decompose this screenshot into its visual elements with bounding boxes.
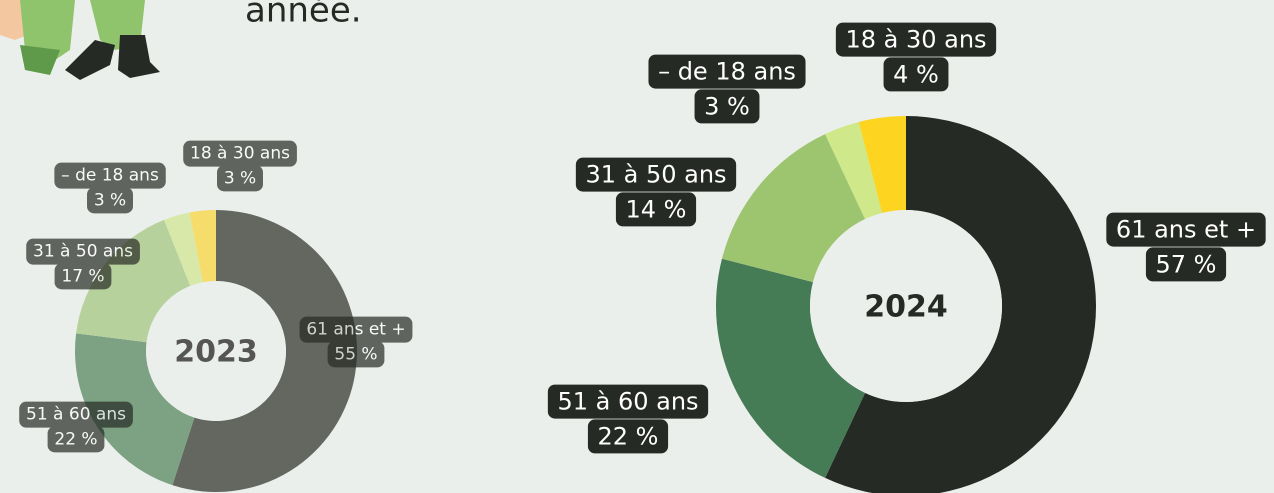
label-category: 51 à 60 ans	[26, 405, 126, 425]
data-label: – de 18 ans 3 %	[648, 54, 806, 124]
label-value: 17 %	[61, 266, 104, 286]
label-box	[648, 54, 806, 89]
donut-segment	[825, 116, 1096, 493]
label-value: 3 %	[94, 190, 126, 210]
label-value: 55 %	[334, 344, 377, 364]
label-value: 57 %	[1156, 250, 1217, 278]
data-label: 18 à 30 ans 3 %	[183, 140, 297, 192]
header-text: année.	[245, 0, 362, 31]
label-box	[694, 89, 760, 124]
label-category: – de 18 ans	[61, 166, 159, 186]
data-label: 51 à 60 ans 22 %	[19, 401, 133, 453]
label-box	[54, 263, 112, 290]
data-label: 31 à 50 ans 14 %	[575, 157, 737, 227]
donut-segment	[825, 121, 883, 220]
data-label: 18 à 30 ans 4 %	[835, 22, 997, 92]
data-label: 61 ans et + 55 %	[299, 316, 413, 368]
label-box	[87, 187, 133, 214]
label-box	[217, 165, 263, 192]
donut-segment	[721, 134, 866, 283]
label-category: 51 à 60 ans	[557, 388, 698, 416]
label-box	[547, 384, 709, 419]
donut-segment	[75, 333, 195, 486]
label-box	[47, 426, 105, 453]
label-box	[615, 192, 697, 227]
label-category: 31 à 50 ans	[585, 161, 726, 189]
label-box	[575, 157, 737, 192]
data-label: – de 18 ans 3 %	[54, 162, 166, 214]
label-box	[327, 341, 385, 368]
label-category: 61 ans et +	[306, 320, 405, 340]
label-box	[54, 162, 166, 189]
donut-hole	[810, 210, 1002, 402]
label-category: 18 à 30 ans	[845, 26, 986, 54]
label-value: 22 %	[598, 422, 659, 450]
donut-segment	[164, 212, 203, 286]
donut-segment	[858, 116, 906, 214]
label-box	[835, 22, 997, 57]
label-value: 3 %	[704, 92, 750, 120]
data-label: 31 à 50 ans 17 %	[26, 238, 140, 290]
donut-hole	[146, 281, 286, 421]
label-category: 18 à 30 ans	[190, 144, 290, 164]
donut-segment	[172, 210, 358, 492]
data-label: 61 ans et + 57 %	[1106, 212, 1266, 282]
donut-segment	[76, 219, 191, 343]
label-box	[26, 238, 140, 265]
label-box	[183, 140, 297, 167]
label-box	[299, 316, 413, 343]
donut-segment	[189, 210, 216, 283]
chart-title: 2024	[864, 290, 948, 325]
label-box	[1145, 247, 1227, 282]
illustration	[0, 0, 160, 80]
label-box	[587, 419, 669, 454]
donut-segment	[716, 258, 866, 478]
label-box	[883, 57, 949, 92]
label-value: 3 %	[224, 168, 256, 188]
chart-title: 2023	[174, 335, 258, 370]
label-value: 4 %	[893, 60, 939, 88]
label-category: 31 à 50 ans	[33, 242, 133, 262]
label-box	[1106, 212, 1266, 247]
data-label: 51 à 60 ans 22 %	[547, 384, 709, 454]
label-category: – de 18 ans	[658, 58, 796, 86]
label-box	[19, 401, 133, 428]
label-value: 14 %	[626, 195, 687, 223]
label-value: 22 %	[54, 429, 97, 449]
label-category: 61 ans et +	[1116, 216, 1256, 244]
